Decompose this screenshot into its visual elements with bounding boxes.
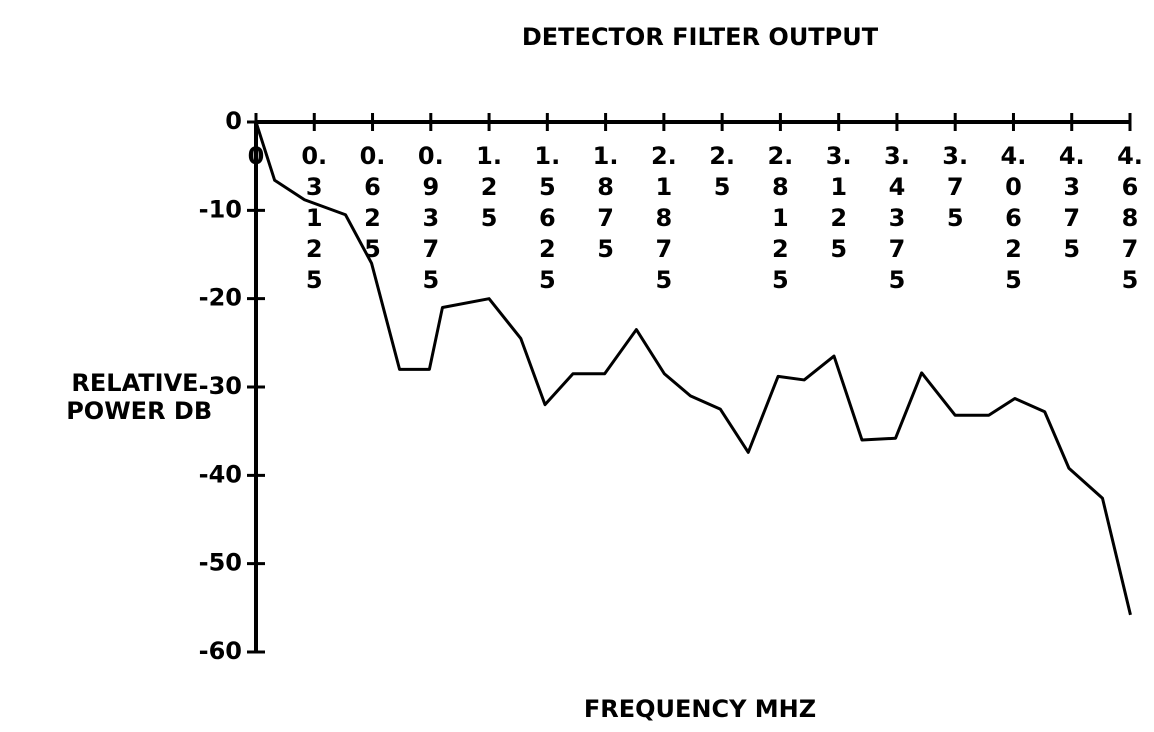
x-tick-label: 0 <box>248 142 265 170</box>
chart-title: DETECTOR FILTER OUTPUT <box>522 23 879 51</box>
x-tick-label: 1. 5 6 2 5 <box>534 142 560 294</box>
x-tick-label: 3. 7 5 <box>942 142 968 232</box>
x-tick-label: 0. 9 3 7 5 <box>418 142 444 294</box>
x-tick-label: 4. 0 6 2 5 <box>1001 142 1027 294</box>
x-tick-label: 2. 1 8 7 5 <box>651 142 677 294</box>
y-tick-label: -40 <box>199 460 242 488</box>
x-tick-label: 3. 1 2 5 <box>826 142 852 263</box>
x-tick-label: 4. 3 7 5 <box>1059 142 1085 263</box>
y-tick-label: -60 <box>199 637 242 665</box>
x-tick-label: 0. 6 2 5 <box>360 142 386 263</box>
x-axis-label: FREQUENCY MHZ <box>584 695 816 723</box>
y-tick-label: -30 <box>199 372 242 400</box>
data-line <box>254 121 1132 616</box>
y-tick-label: -10 <box>199 195 242 223</box>
x-tick-label: 2. 8 1 2 5 <box>767 142 793 294</box>
x-tick-label: 4. 6 8 7 5 <box>1117 142 1143 294</box>
x-tick-label: 2. 5 <box>709 142 735 201</box>
y-axis-label: RELATIVE POWER DB <box>58 369 212 425</box>
x-tick-label: 1. 8 7 5 <box>593 142 619 263</box>
x-tick-label: 0. 3 1 2 5 <box>301 142 327 294</box>
x-tick-label: 1. 2 5 <box>476 142 502 232</box>
x-tick-label: 3. 4 3 7 5 <box>884 142 910 294</box>
y-tick-label: -50 <box>199 549 242 577</box>
y-tick-label: -20 <box>199 284 242 312</box>
y-tick-label: 0 <box>225 107 242 135</box>
